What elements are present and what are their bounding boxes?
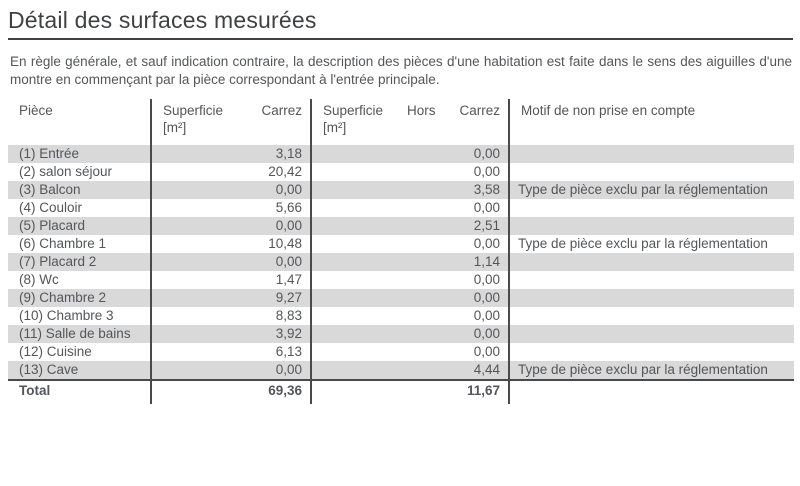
- report-page: Détail des surfaces mesurées En règle gé…: [8, 7, 794, 404]
- cell-superficie-hors-carrez: 0,00: [310, 235, 509, 253]
- col-header-piece: Pièce: [8, 99, 151, 145]
- cell-superficie-hors-carrez: 2,51: [310, 217, 509, 235]
- cell-superficie-hors-carrez: 0,00: [310, 271, 509, 289]
- cell-motif: [508, 325, 794, 343]
- surfaces-table: Pièce Superficie Carrez [m²] Superficie …: [8, 99, 794, 404]
- cell-piece: (7) Placard 2: [8, 253, 151, 271]
- cell-motif: Type de pièce exclu par la réglementatio…: [508, 235, 794, 253]
- total-motif-empty: [508, 379, 794, 404]
- cell-piece: (10) Chambre 3: [19, 308, 114, 323]
- cell-superficie-hors-carrez: 0,00: [310, 325, 509, 343]
- table-row: (5) Placard 0,00 2,51: [8, 217, 794, 235]
- cell-piece: (13) Cave: [8, 361, 151, 380]
- cell-motif: [508, 199, 794, 217]
- total-hors-carrez-value: 11,67: [310, 379, 509, 404]
- surfaces-table-body: (1) Entrée 3,18 0,00 (2) salon séjour 20…: [8, 145, 794, 380]
- cell-superficie-hors-carrez: 3,58: [310, 181, 509, 199]
- cell-superficie-carrez: 8,83: [150, 307, 311, 325]
- header-word-carrez: Carrez: [261, 103, 302, 118]
- cell-superficie-hors-carrez: 0,00: [310, 163, 509, 181]
- table-row: (7) Placard 2 0,00 1,14: [8, 253, 794, 271]
- surfaces-table-footer: Total 69,36 11,67: [8, 379, 794, 404]
- cell-superficie-carrez: 0,00: [150, 361, 311, 380]
- cell-motif: [508, 253, 794, 271]
- table-row: (4) Couloir 5,66 0,00: [8, 199, 794, 217]
- cell-superficie-hors-carrez: 4,44: [310, 361, 509, 380]
- cell-motif: [508, 307, 794, 325]
- col-header-motif-label: Motif de non prise en compte: [521, 103, 696, 118]
- table-row: (9) Chambre 2 9,27 0,00: [8, 289, 794, 307]
- cell-superficie-carrez: 0,00: [150, 217, 311, 235]
- cell-piece: (11) Salle de bains: [8, 325, 151, 343]
- cell-superficie-carrez: 3,92: [150, 325, 311, 343]
- cell-superficie-carrez: 20,42: [150, 163, 311, 181]
- intro-paragraph: En règle générale, et sauf indication co…: [10, 54, 792, 87]
- cell-piece: (5) Placard: [8, 217, 151, 235]
- cell-motif: [508, 145, 794, 163]
- cell-superficie-hors-carrez: 0,00: [310, 145, 509, 163]
- header-unit-m2: [m²]: [163, 120, 187, 135]
- cell-motif: Type de pièce exclu par la réglementatio…: [508, 181, 794, 199]
- col-header-superficie-carrez: Superficie Carrez [m²]: [150, 99, 311, 145]
- cell-motif: [508, 217, 794, 235]
- cell-superficie-carrez: 1,47: [150, 271, 311, 289]
- cell-superficie-carrez: 0,00: [150, 253, 311, 271]
- header-unit-m2: [m²]: [323, 120, 347, 135]
- table-row: (8) Wc 1,47 0,00: [8, 271, 794, 289]
- cell-piece: (8) Wc: [19, 272, 59, 287]
- cell-superficie-carrez: 10,48: [150, 235, 311, 253]
- cell-superficie-carrez: 6,13: [150, 343, 311, 361]
- title-underline: [8, 38, 793, 40]
- table-row: (12) Cuisine 6,13 0,00: [8, 343, 794, 361]
- surfaces-table-header: Pièce Superficie Carrez [m²] Superficie …: [8, 99, 794, 145]
- total-row: Total 69,36 11,67: [8, 379, 794, 404]
- total-label: Total: [8, 379, 151, 404]
- cell-superficie-carrez: 9,27: [150, 289, 311, 307]
- col-header-piece-label: Pièce: [19, 103, 53, 118]
- cell-superficie-carrez: 3,18: [150, 145, 311, 163]
- cell-piece: (1) Entrée: [8, 145, 151, 163]
- cell-motif: Type de pièce exclu par la réglementatio…: [508, 361, 794, 380]
- header-word-superficie: Superficie: [163, 103, 224, 118]
- cell-motif: [508, 289, 794, 307]
- table-row: (6) Chambre 1 10,48 0,00 Type de pièce e…: [8, 235, 794, 253]
- cell-piece: (2) salon séjour: [19, 164, 113, 179]
- col-header-motif: Motif de non prise en compte: [508, 99, 794, 145]
- col-header-superficie-hors-carrez: Superficie Hors Carrez [m²]: [310, 99, 509, 145]
- total-carrez-value: 69,36: [150, 379, 311, 404]
- cell-motif: [508, 343, 794, 361]
- table-row: (11) Salle de bains 3,92 0,00: [8, 325, 794, 343]
- table-row: (13) Cave 0,00 4,44 Type de pièce exclu …: [8, 361, 794, 380]
- cell-superficie-hors-carrez: 0,00: [310, 307, 509, 325]
- cell-motif: [508, 271, 794, 289]
- page-title: Détail des surfaces mesurées: [8, 7, 317, 33]
- cell-piece: (4) Couloir: [19, 200, 83, 215]
- cell-superficie-hors-carrez: 0,00: [310, 199, 509, 217]
- table-row: (1) Entrée 3,18 0,00: [8, 145, 794, 163]
- header-word-hors: Hors: [407, 103, 436, 118]
- table-row: (3) Balcon 0,00 3,58 Type de pièce exclu…: [8, 181, 794, 199]
- table-header-row: Pièce Superficie Carrez [m²] Superficie …: [8, 99, 794, 145]
- cell-piece: (12) Cuisine: [19, 344, 92, 359]
- cell-piece: (3) Balcon: [8, 181, 151, 199]
- cell-superficie-hors-carrez: 0,00: [310, 289, 509, 307]
- cell-superficie-carrez: 0,00: [150, 181, 311, 199]
- table-row: (2) salon séjour 20,42 0,00: [8, 163, 794, 181]
- table-row: (10) Chambre 3 8,83 0,00: [8, 307, 794, 325]
- cell-superficie-hors-carrez: 0,00: [310, 343, 509, 361]
- cell-superficie-carrez: 5,66: [150, 199, 311, 217]
- header-word-superficie: Superficie: [323, 103, 384, 118]
- cell-motif: [508, 163, 794, 181]
- cell-superficie-hors-carrez: 1,14: [310, 253, 509, 271]
- cell-piece: (9) Chambre 2: [8, 289, 151, 307]
- header-word-carrez: Carrez: [459, 103, 500, 118]
- cell-piece: (6) Chambre 1: [19, 236, 107, 251]
